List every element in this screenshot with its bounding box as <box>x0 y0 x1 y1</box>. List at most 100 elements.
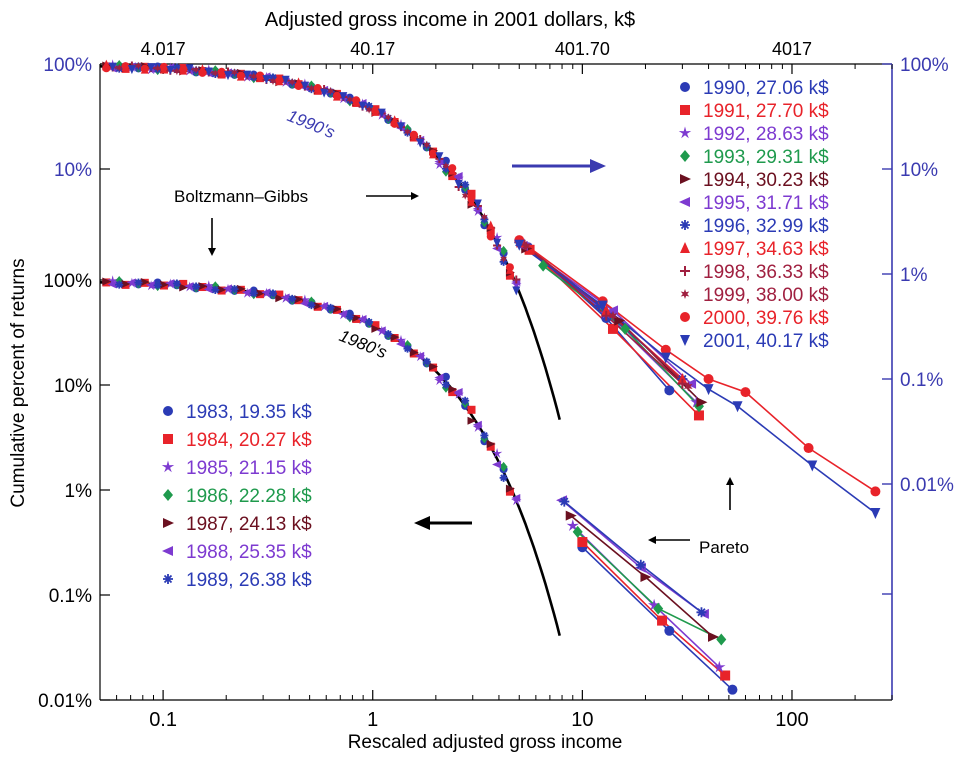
data-1990s-bg-point <box>173 67 181 76</box>
data-1990s-bg-point <box>140 64 149 73</box>
data-1980s-bg-point <box>126 278 136 287</box>
data-1980s-bg-point <box>486 440 496 449</box>
data-1980s-bg-point <box>203 280 214 291</box>
data-1980s-bg-point <box>434 375 445 386</box>
data-1980s-bg-point <box>249 289 258 298</box>
data-1990s-bg-point <box>275 76 284 85</box>
data-1990s-bg-point <box>211 69 219 77</box>
data-1980s-bg-point <box>491 448 503 458</box>
1980s-legend-marker <box>163 489 173 501</box>
data-1980s-bg-point <box>429 362 439 371</box>
data-1990s-bg-point <box>102 64 111 73</box>
data-1990s-bg-point <box>307 84 315 93</box>
1990s-legend-label: 1995, 31.71 k$ <box>703 193 829 214</box>
data-1990s-bg-point <box>486 232 495 241</box>
data-1980s-bg-point <box>403 344 412 353</box>
data-1980s-bg-point <box>153 281 162 290</box>
data-1990s-bg-point <box>250 72 258 81</box>
data-1990s-bg-point <box>396 122 405 132</box>
1990s-legend-marker <box>680 335 690 346</box>
legend-1990s: 1990, 27.06 k$1991, 27.70 k$1992, 28.63 … <box>678 78 829 352</box>
1990s-legend-marker <box>680 174 691 184</box>
1990s-legend-marker <box>680 289 690 299</box>
data-1990s-bg-point <box>423 140 431 149</box>
data-1990s-pareto-point <box>601 304 612 316</box>
right-tick-label: 1% <box>900 265 928 286</box>
annotation-boltzmann-gibbs: Boltzmann–Gibbs <box>174 187 308 206</box>
data-1980s-bg-point <box>384 330 393 339</box>
data-1990s-pareto-point <box>693 410 704 421</box>
data-1990s-bg-point <box>404 127 411 136</box>
data-1980s-bg-point <box>280 293 290 302</box>
data-1990s-bg-point <box>441 156 450 165</box>
data-1990s-pareto-point <box>660 352 671 364</box>
data-1980s-pareto-point <box>696 607 707 618</box>
axis-ticks: 0.1 4.017 1 40.17 10 401.70 100 4017 100% 10% 1% 0.… <box>38 39 954 731</box>
data-1980s-bg-point <box>505 487 514 496</box>
data-1980s-bg-point <box>261 288 271 297</box>
data-1980s-bg-point <box>275 294 285 303</box>
bg-arrow-head <box>411 192 419 200</box>
data-1990s-bg-point <box>473 199 482 209</box>
data-1990s-bg-point <box>300 81 309 91</box>
data-1990s-bg-point <box>461 180 470 189</box>
x-tick-label: 10 <box>571 709 593 731</box>
data-1990s-bg-point <box>500 254 508 263</box>
data-1990s-bg-point <box>453 171 463 180</box>
data-1980s-bg-point <box>203 285 213 294</box>
chart-title: Adjusted gross income in 2001 dollars, k… <box>265 9 635 31</box>
1990s-legend-label: 1999, 38.00 k$ <box>703 285 829 306</box>
data-1990s-bg-point <box>416 138 425 148</box>
data-1990s-pareto-point <box>807 460 818 472</box>
data-1990s-bg-point <box>499 245 508 256</box>
data-1980s-bg-point <box>288 294 297 303</box>
data-1980s-bg-point <box>313 301 323 310</box>
1980s-legend-label: 1989, 26.38 k$ <box>186 570 312 591</box>
data-1980s-bg-point <box>365 318 374 327</box>
data-1990s-bg-point <box>505 271 514 280</box>
data-1980s-bg-point <box>217 285 227 294</box>
data-1980s-pareto-point <box>720 670 731 681</box>
data-1990s-bg-point <box>486 220 495 230</box>
data-1980s-bg-point <box>319 301 329 310</box>
data-1990s-pareto-point <box>538 259 549 272</box>
data-1980s-bg-point <box>242 288 252 297</box>
data-1980s-bg-point <box>422 357 431 366</box>
data-1980s-bg-point <box>146 280 156 289</box>
data-1990s-bg-point <box>448 172 457 181</box>
left-tick-label: 100% <box>43 271 92 292</box>
data-1980s-bg-point <box>376 326 386 335</box>
data-1990s-pareto-point <box>677 378 688 389</box>
data-1990s-bg-point <box>434 159 445 170</box>
x-axis-label: Rescaled adjusted gross income <box>348 732 623 753</box>
bg-fit-1990s <box>99 65 561 421</box>
1990s-legend-marker <box>680 220 690 230</box>
data-1980s-bg-point <box>499 461 508 472</box>
data-1990s-bg-point <box>346 95 354 104</box>
data-1980s-pareto-point <box>559 496 570 507</box>
left-axis-arrow-head <box>414 516 430 530</box>
data-1980s-bg-point <box>395 334 407 345</box>
data-1980s-pareto-point <box>565 510 577 521</box>
1980s-legend-label: 1985, 21.15 k$ <box>186 458 312 479</box>
data-1980s-bg-point <box>390 333 400 342</box>
left-tick-label: 1% <box>65 481 93 502</box>
data-1980s-bg-point <box>160 280 170 289</box>
left-tick-label: 0.01% <box>38 691 92 712</box>
data-1990s-bg-point <box>294 82 303 91</box>
x-tick-label: 1 <box>367 709 378 731</box>
1990s-legend-label: 1992, 28.63 k$ <box>703 124 829 145</box>
data-1990s-bg-point <box>236 71 245 80</box>
annotation-pareto: Pareto <box>699 538 749 557</box>
data-1980s-pareto-point <box>577 537 588 548</box>
data-1980s-bg-point <box>371 321 380 330</box>
data-1980s-bg-point <box>107 280 117 289</box>
data-1990s-bg-point <box>365 105 373 114</box>
data-1990s-pareto-point <box>803 443 814 454</box>
data-1980s-bg-point <box>409 348 419 357</box>
legend-1980s: 1983, 19.35 k$ 1984, 20.27 k$ 1985, 21.15 … <box>161 402 312 591</box>
data-points <box>102 59 881 695</box>
data-1990s-bg-point <box>429 149 438 158</box>
data-1980s-pareto-point <box>635 559 646 570</box>
data-1980s-bg-point <box>223 284 233 293</box>
